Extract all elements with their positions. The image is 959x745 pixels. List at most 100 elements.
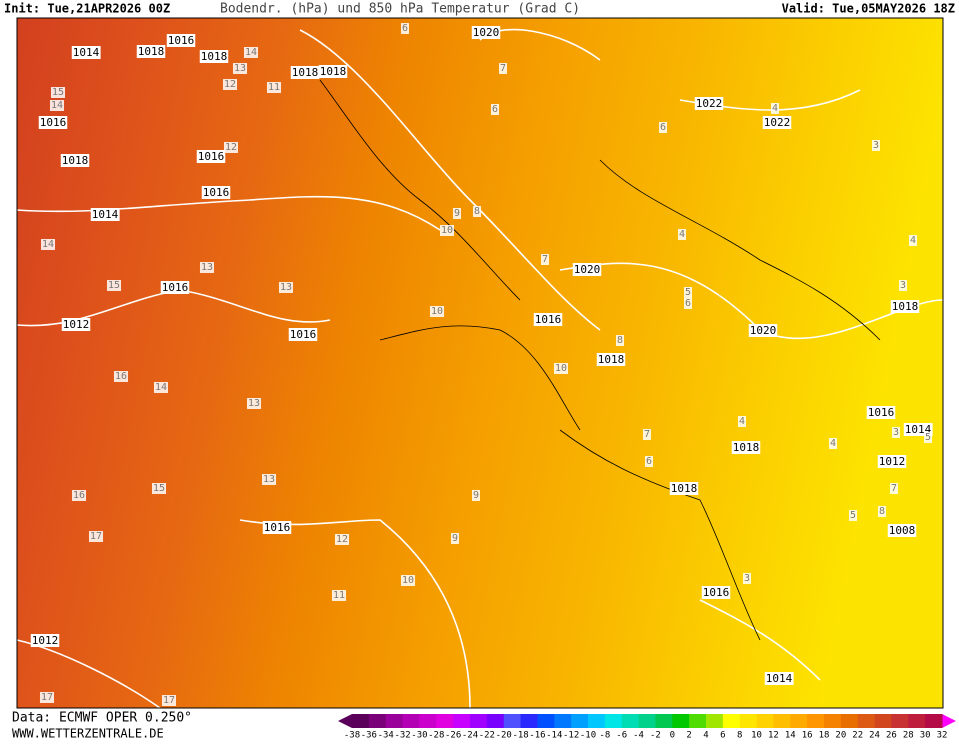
temperature-label-box bbox=[553, 363, 569, 374]
temperature-label: 11 bbox=[268, 82, 280, 93]
temperature-label-box bbox=[232, 63, 248, 74]
temperature-label: 8 bbox=[474, 206, 480, 217]
isobar-label-box bbox=[262, 521, 292, 534]
temperature-label-box bbox=[450, 533, 460, 544]
temperature-label: 10 bbox=[431, 306, 443, 317]
temperature-label-box bbox=[439, 225, 455, 236]
temperature-label-box bbox=[642, 429, 652, 440]
temperature-label-box bbox=[400, 23, 410, 34]
temperature-label: 10 bbox=[441, 225, 453, 236]
temperature-label: 12 bbox=[225, 142, 237, 153]
temperature-label-box bbox=[429, 306, 445, 317]
isobar-label-box bbox=[71, 46, 101, 59]
isobar-label-box bbox=[90, 208, 120, 221]
colorbar-cell bbox=[925, 714, 943, 728]
data-source: Data: ECMWF OPER 0.250° bbox=[12, 711, 192, 726]
isobar-label: 1016 bbox=[868, 406, 895, 419]
isobar-label: 1012 bbox=[879, 455, 906, 468]
temperature-label-box bbox=[848, 510, 858, 521]
isobar-label-box bbox=[199, 50, 229, 63]
isobar-label: 1018 bbox=[138, 45, 165, 58]
isobar-label-box bbox=[61, 318, 91, 331]
temperature-label: 5 bbox=[685, 287, 691, 298]
temperature-label-box bbox=[683, 298, 693, 309]
temperature-label-box bbox=[683, 287, 693, 298]
isobar-label: 1018 bbox=[671, 482, 698, 495]
isobar-label: 1022 bbox=[696, 97, 723, 110]
isobar-label-box bbox=[764, 672, 794, 685]
temperature-label-box bbox=[615, 335, 625, 346]
temperature-label-box bbox=[770, 103, 780, 114]
temperature-label: 16 bbox=[73, 490, 85, 501]
temperature-label-box bbox=[472, 206, 482, 217]
temperature-label-box bbox=[223, 142, 239, 153]
colorbar-label: -34 bbox=[378, 731, 394, 741]
colorbar-cell bbox=[571, 714, 589, 728]
colorbar-cell bbox=[352, 714, 370, 728]
temperature-label: 12 bbox=[336, 534, 348, 545]
temperature-label-box bbox=[261, 474, 277, 485]
temperature-label: 12 bbox=[224, 79, 236, 90]
isobar-label: 1018 bbox=[320, 65, 347, 78]
isobar-label: 1012 bbox=[63, 318, 90, 331]
colorbar-cell bbox=[520, 714, 538, 728]
temperature-label: 4 bbox=[772, 103, 778, 114]
temperature-label-box bbox=[742, 573, 752, 584]
temperature-label: 5 bbox=[925, 432, 931, 443]
colorbar-label: 30 bbox=[920, 731, 931, 741]
colorbar-label: 14 bbox=[785, 731, 796, 741]
temperature-label-box bbox=[644, 456, 654, 467]
temperature-label-box bbox=[266, 82, 282, 93]
init-time: Init: Tue,21APR2026 00Z bbox=[4, 2, 170, 16]
isobar-label-box bbox=[762, 116, 792, 129]
isobar-label: 1014 bbox=[766, 672, 793, 685]
colorbar-cell bbox=[621, 714, 640, 728]
temperature-label: 7 bbox=[644, 429, 650, 440]
temperature-label: 15 bbox=[52, 87, 64, 98]
isobar-label-box bbox=[160, 281, 190, 294]
isobar-label: 1014 bbox=[73, 46, 100, 59]
colorbar-label: 10 bbox=[751, 731, 762, 741]
isobar-label-box bbox=[290, 66, 320, 79]
temperature-label-box bbox=[40, 239, 56, 250]
temperature-label: 6 bbox=[402, 23, 408, 34]
temperature-label-box bbox=[400, 575, 416, 586]
colorbar-label: -12 bbox=[563, 731, 579, 741]
temperature-label: 6 bbox=[685, 298, 691, 309]
website: WWW.WETTERZENTRALE.DE bbox=[12, 727, 164, 741]
colorbar-cell bbox=[672, 714, 690, 728]
colorbar-label: 2 bbox=[686, 731, 691, 741]
temperature-label: 6 bbox=[660, 122, 666, 133]
valid-time: Valid: Tue,05MAY2026 18Z bbox=[782, 2, 955, 16]
colorbar-cell bbox=[874, 714, 892, 728]
temperature-label-box bbox=[113, 371, 129, 382]
isobar-label: 1018 bbox=[201, 50, 228, 63]
isobar-label-box bbox=[38, 116, 68, 129]
colorbar-cell bbox=[756, 714, 774, 728]
isobar-label-box bbox=[669, 482, 699, 495]
temperature-label-box bbox=[49, 100, 65, 111]
colorbar-cell bbox=[790, 714, 808, 728]
temperature-label: 14 bbox=[42, 239, 54, 250]
temperature-label-box bbox=[278, 282, 294, 293]
temperature-label-box bbox=[898, 280, 908, 291]
temperature-label: 6 bbox=[492, 104, 498, 115]
colorbar-label: 18 bbox=[819, 731, 830, 741]
isobar-label: 1016 bbox=[535, 313, 562, 326]
colorbar-label: 8 bbox=[737, 731, 742, 741]
colorbar-label: -22 bbox=[479, 731, 495, 741]
colorbar-cell bbox=[773, 714, 791, 728]
temperature-label: 13 bbox=[201, 262, 213, 273]
temperature-label: 10 bbox=[402, 575, 414, 586]
isobar-label-box bbox=[701, 586, 731, 599]
colorbar-label: -2 bbox=[650, 731, 661, 741]
isobar-label-box bbox=[318, 65, 348, 78]
colorbar-label: 28 bbox=[903, 731, 914, 741]
temperature-label-box bbox=[334, 534, 350, 545]
isobar-label: 1014 bbox=[92, 208, 119, 221]
colorbar-label: 16 bbox=[802, 731, 813, 741]
temperature-label: 3 bbox=[893, 427, 899, 438]
isobar-label-box bbox=[887, 524, 917, 537]
colorbar-cell bbox=[857, 714, 876, 728]
